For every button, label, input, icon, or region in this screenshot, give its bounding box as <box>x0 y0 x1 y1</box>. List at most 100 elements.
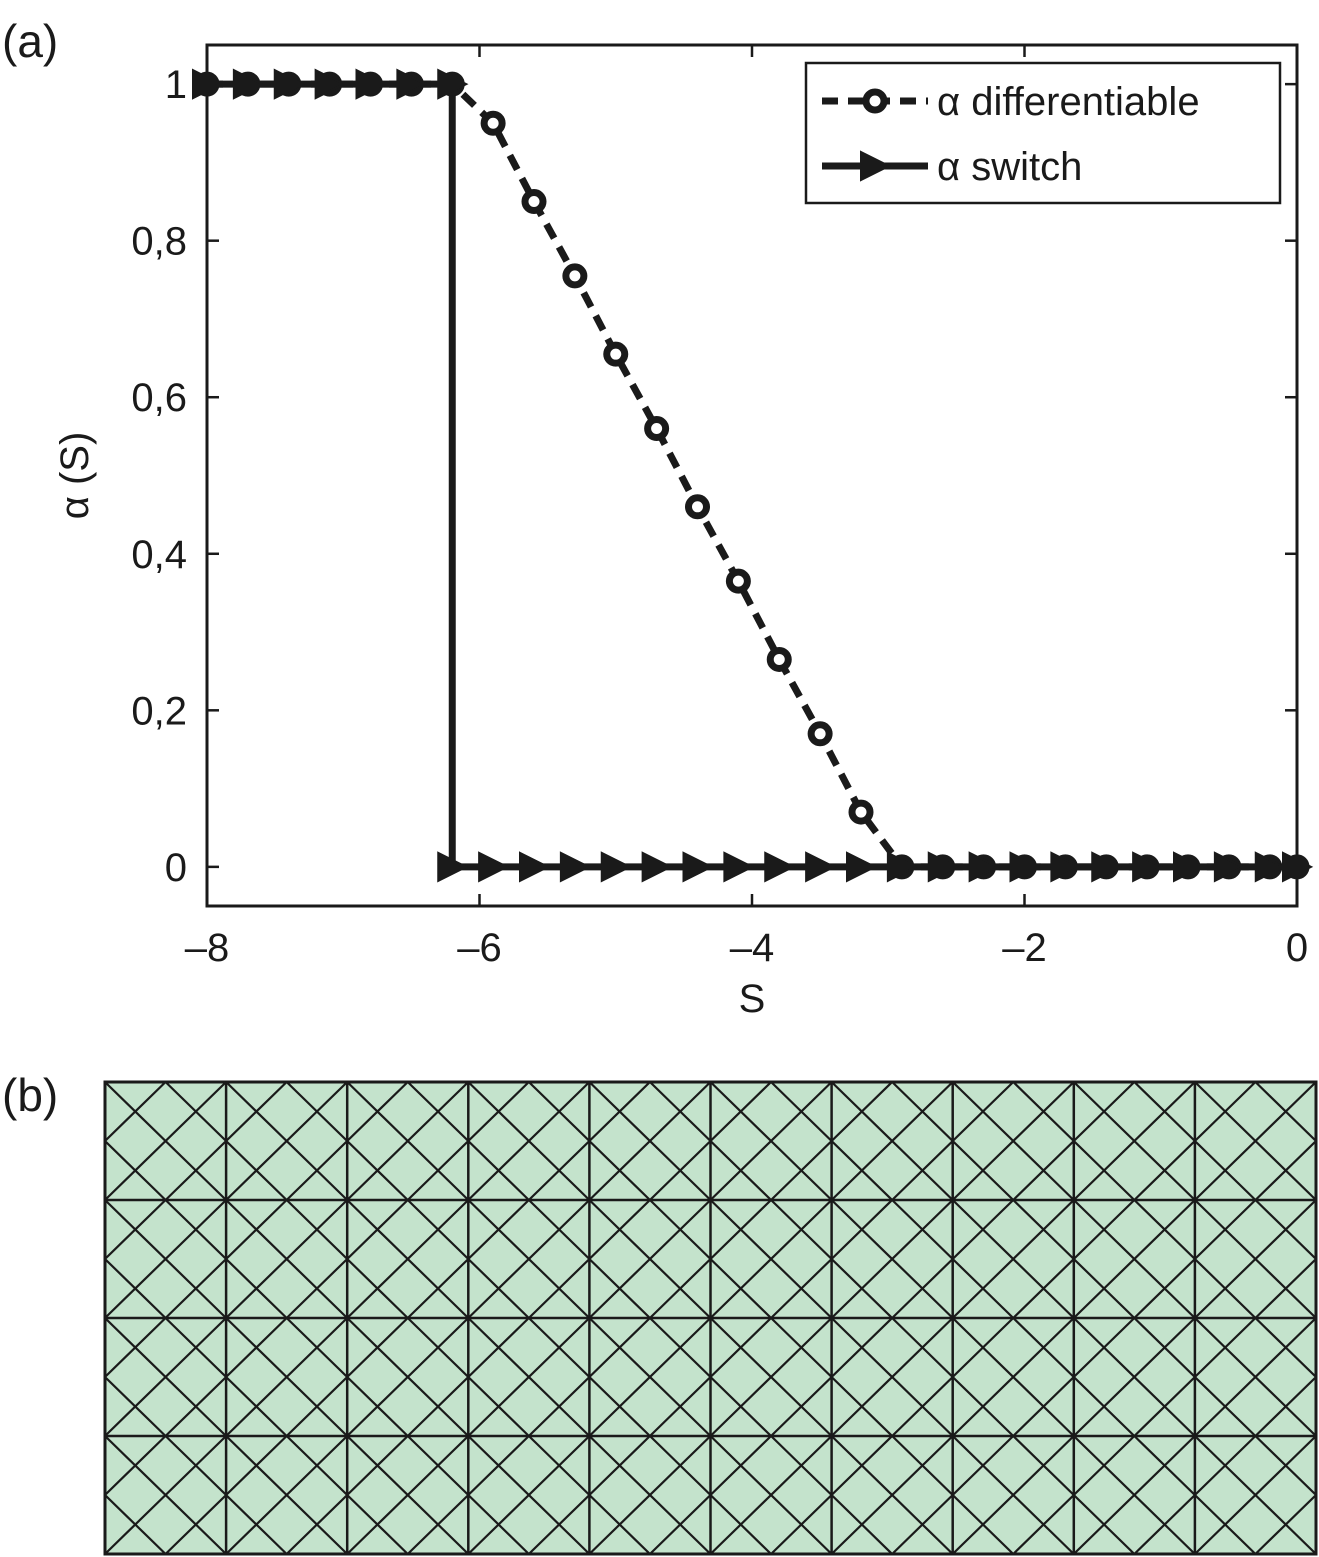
mesh-edge <box>467 1199 591 1319</box>
data-point <box>1050 851 1082 883</box>
mesh-edge <box>1193 1434 1318 1556</box>
mesh-edge <box>588 1199 712 1319</box>
mesh-edge <box>467 1081 591 1201</box>
mesh-edge <box>346 1199 470 1319</box>
data-point <box>437 68 469 100</box>
mesh-edge <box>709 1435 833 1555</box>
data-point <box>480 110 506 136</box>
data-point <box>848 799 874 825</box>
mesh-edge <box>104 1199 227 1319</box>
mesh-edge <box>1194 1081 1317 1201</box>
legend: α differentiable α switch <box>804 61 1282 205</box>
data-point <box>192 68 224 100</box>
mesh-edge <box>709 1317 833 1437</box>
mesh-edge <box>467 1435 591 1555</box>
mesh-edge <box>1073 1081 1196 1201</box>
mesh-edge <box>1194 1435 1317 1555</box>
line-chart: –8 –6 –4 –2 0 0 0,2 0,4 0,6 0,8 1 Sα (S) α different… <box>53 43 1314 1021</box>
x-tick-label: –6 <box>457 926 502 970</box>
panel-label-b: (b) <box>2 1069 59 1121</box>
y-tick-label: 0,8 <box>131 220 187 264</box>
mesh-edge <box>224 1434 349 1556</box>
mesh-edge <box>225 1081 348 1201</box>
data-point <box>562 263 588 289</box>
y-tick-label: 1 <box>165 63 187 107</box>
mesh-edge <box>709 1199 833 1319</box>
data-point <box>600 851 632 883</box>
data-point <box>886 851 919 883</box>
y-tick-label: 0 <box>165 846 187 890</box>
mesh-edge <box>225 1317 348 1437</box>
y-axis-label: α (S) <box>53 432 97 520</box>
mesh-edge <box>1194 1317 1317 1437</box>
legend-marker <box>862 88 888 114</box>
data-point <box>1091 851 1123 883</box>
x-tick-label: –2 <box>1002 926 1047 970</box>
mesh-edge <box>225 1435 348 1555</box>
data-point <box>764 851 796 883</box>
mesh-edge <box>1073 1199 1196 1319</box>
mesh-edge <box>225 1199 348 1319</box>
data-point <box>725 568 751 594</box>
data-point <box>478 851 510 883</box>
mesh-edge <box>346 1435 470 1555</box>
mesh-edge <box>951 1081 1075 1201</box>
mesh-edge <box>104 1317 227 1437</box>
data-point <box>559 851 592 883</box>
data-point <box>766 646 792 672</box>
data-point <box>641 851 673 883</box>
mesh-edge <box>588 1317 712 1437</box>
mesh-edge <box>709 1081 833 1201</box>
data-point <box>685 494 710 520</box>
data-point <box>1254 851 1286 883</box>
mesh-edge <box>346 1317 470 1437</box>
data-point <box>927 851 959 883</box>
data-point <box>723 851 755 883</box>
mesh-edge <box>708 1434 834 1556</box>
data-point <box>355 68 387 100</box>
mesh-edge <box>1073 1317 1196 1437</box>
data-point <box>846 851 878 883</box>
legend-box <box>804 61 1282 205</box>
x-tick-label: –8 <box>185 926 230 970</box>
x-tick-label: 0 <box>1286 926 1308 970</box>
x-axis-label: S <box>739 977 766 1021</box>
mesh-edge <box>588 1435 712 1555</box>
mesh-edge <box>830 1435 954 1555</box>
triangle-mesh <box>103 1080 1318 1556</box>
data-point <box>644 416 670 442</box>
mesh-edge <box>951 1317 1075 1437</box>
mesh-edge <box>1073 1435 1196 1555</box>
data-point <box>314 68 346 100</box>
mesh-edge <box>830 1317 954 1437</box>
data-point <box>1132 851 1164 883</box>
mesh-edge <box>466 1434 591 1556</box>
mesh-edge <box>1072 1434 1197 1556</box>
mesh-edge <box>1194 1199 1317 1319</box>
data-point <box>521 189 547 215</box>
mesh-edge <box>951 1199 1075 1319</box>
mesh-edge <box>104 1081 227 1201</box>
data-point <box>1173 851 1205 883</box>
y-tick-label: 0,2 <box>131 689 187 733</box>
mesh-edge <box>346 1081 470 1201</box>
data-point <box>805 851 837 883</box>
mesh-edge <box>345 1434 470 1556</box>
data-point <box>682 851 714 883</box>
mesh-edge <box>830 1434 955 1556</box>
data-point <box>273 68 305 100</box>
legend-label: α switch <box>937 145 1082 189</box>
data-point <box>1213 851 1246 883</box>
y-tick-label: 0,4 <box>131 533 187 577</box>
data-point <box>437 851 469 883</box>
data-point <box>807 721 833 747</box>
mesh-edge <box>830 1081 954 1201</box>
x-tick-label: –4 <box>730 926 775 970</box>
data-point <box>968 851 1000 883</box>
mesh-edge <box>588 1081 712 1201</box>
data-point <box>396 68 428 100</box>
mesh-edge <box>587 1434 713 1556</box>
legend-label: α differentiable <box>937 80 1200 124</box>
mesh-edge <box>467 1317 591 1437</box>
mesh-edge <box>103 1434 228 1556</box>
